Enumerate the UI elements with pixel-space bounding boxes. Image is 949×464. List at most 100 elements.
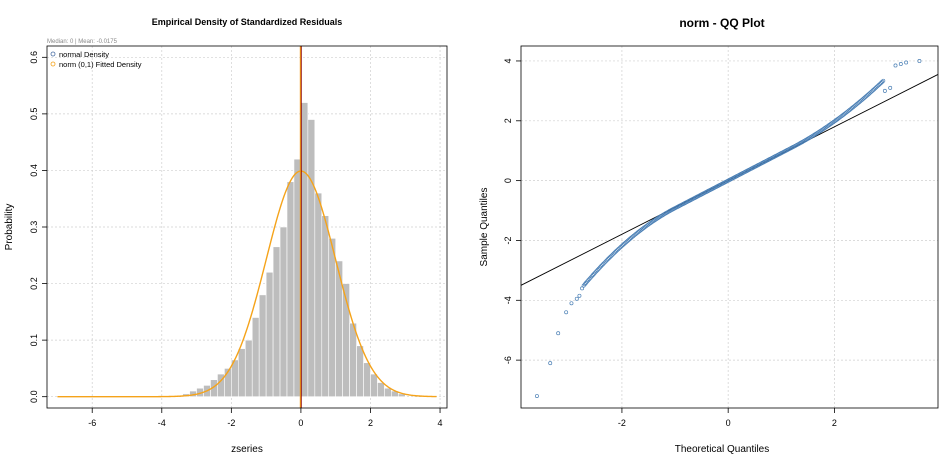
qq-y-tick-label: 0 <box>503 178 513 183</box>
qq-point <box>879 81 883 85</box>
histogram-bar <box>279 226 288 397</box>
histogram-bar <box>272 246 281 397</box>
qq-point <box>618 245 623 249</box>
density-y-axis-label: Probability <box>4 204 15 251</box>
legend-label-normal-density: normal Density <box>59 50 109 59</box>
qq-point <box>612 250 617 255</box>
qq-point <box>876 83 881 88</box>
qq-chart-title: norm - QQ Plot <box>679 16 764 30</box>
histogram-bar <box>300 102 309 397</box>
histogram-bar <box>321 215 330 397</box>
qq-point <box>614 249 619 254</box>
density-y-tick-label: 0.3 <box>29 221 39 234</box>
qq-point <box>870 88 875 93</box>
qq-point <box>606 257 610 262</box>
density-legend: normal Density norm (0,1) Fitted Density <box>50 50 142 69</box>
fitted-density-curve <box>57 170 437 398</box>
histogram-bar <box>377 382 385 397</box>
qq-point <box>610 252 615 257</box>
qq-point <box>874 85 879 90</box>
histogram-bar <box>370 373 378 397</box>
qq-point <box>881 78 886 83</box>
histogram-bar <box>363 362 371 397</box>
qq-point <box>569 301 574 306</box>
qq-x-tick-label: -2 <box>618 418 626 428</box>
histogram-bar <box>286 181 295 397</box>
qq-point <box>917 59 922 63</box>
histogram-bar <box>384 387 392 397</box>
histogram-bars <box>182 102 406 397</box>
qq-point <box>602 260 607 265</box>
density-x-tick-label: 4 <box>438 418 443 428</box>
qq-y-tick-label: -4 <box>503 296 513 304</box>
qq-point <box>898 62 903 66</box>
density-y-axis: 0.0 0.1 0.2 0.3 0.4 0.5 0.6 <box>29 51 47 403</box>
qq-plot-frame <box>520 45 939 409</box>
qq-point <box>615 248 620 253</box>
qq-points <box>534 59 922 398</box>
density-chart-title: Empirical Density of Standardized Residu… <box>152 17 343 27</box>
qq-point <box>601 261 606 266</box>
qq-point <box>580 286 585 291</box>
qq-y-tick-label: 4 <box>503 58 513 63</box>
histogram-bar <box>349 322 357 397</box>
qq-point <box>534 394 539 398</box>
qq-y-tick-label: -6 <box>503 356 513 364</box>
qq-point <box>877 82 882 86</box>
qq-point <box>548 361 553 366</box>
qq-y-tick-label: 2 <box>503 118 513 123</box>
density-x-tick-label: -2 <box>227 418 235 428</box>
qq-point <box>880 79 885 84</box>
qq-point <box>603 259 608 264</box>
qq-x-axis: -2 0 2 <box>618 408 837 428</box>
qq-y-axis: -6 -4 -2 0 2 4 <box>503 58 521 364</box>
density-x-tick-label: -6 <box>88 418 96 428</box>
qq-point <box>611 251 616 256</box>
qq-point <box>617 246 622 250</box>
qq-point <box>621 242 625 247</box>
density-x-tick-label: -4 <box>158 418 166 428</box>
histogram-bar <box>328 238 336 397</box>
qq-point <box>888 85 893 90</box>
qq-x-tick-label: 2 <box>832 418 837 428</box>
qq-x-axis-label: Theoretical Quantiles <box>675 444 770 455</box>
density-x-tick-label: 0 <box>298 418 303 428</box>
histogram-bar <box>238 348 246 397</box>
density-y-tick-label: 0.2 <box>29 277 39 290</box>
qq-point <box>577 293 582 298</box>
density-y-tick-label: 0.0 <box>29 390 39 403</box>
qq-point <box>893 63 898 68</box>
qq-point <box>619 243 624 248</box>
qq-point <box>556 331 561 336</box>
histogram-bar <box>258 294 267 397</box>
legend-marker-normal-density <box>50 51 56 57</box>
density-panel: Empirical Density of Standardized Residu… <box>4 17 448 455</box>
qq-y-tick-label: -2 <box>503 236 513 244</box>
qq-point <box>869 89 874 94</box>
qq-x-tick-label: 0 <box>726 418 731 428</box>
qq-point <box>564 310 569 315</box>
legend-label-fitted-density: norm (0,1) Fitted Density <box>59 60 142 69</box>
qq-point <box>873 86 878 91</box>
density-chart-subtitle: Median: 0 | Mean: -0.0175 <box>47 39 118 45</box>
qq-point <box>616 247 621 252</box>
density-y-tick-label: 0.5 <box>29 108 39 121</box>
qq-point <box>872 87 876 92</box>
density-x-axis: -6 -4 -2 0 2 4 <box>88 408 443 428</box>
density-x-axis-label: zseries <box>231 444 263 455</box>
fitted-density-curve-group <box>57 170 437 398</box>
histogram-bar <box>307 119 316 397</box>
histogram-bar <box>314 192 323 397</box>
qq-point <box>608 254 613 259</box>
density-x-tick-label: 2 <box>368 418 373 428</box>
qq-point <box>609 253 614 258</box>
qq-point <box>574 296 579 301</box>
qq-point <box>868 90 873 95</box>
histogram-bar <box>265 271 274 397</box>
qq-point <box>875 84 880 89</box>
qq-point <box>882 88 887 93</box>
histogram-bar <box>251 317 260 397</box>
legend-marker-fitted-density <box>50 61 56 67</box>
qq-point <box>904 60 909 65</box>
